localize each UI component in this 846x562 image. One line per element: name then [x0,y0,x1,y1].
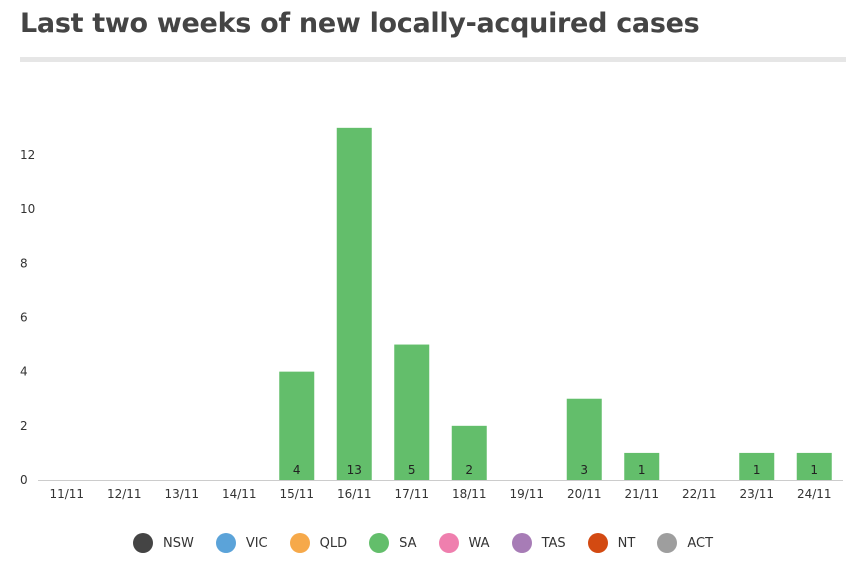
legend-label: TAS [541,535,566,551]
bar-data-label: 2 [465,463,473,477]
x-tick-label: 18/11 [452,487,487,501]
y-tick-label: 4 [20,365,28,379]
bar-data-label: 1 [753,463,761,477]
x-tick-label: 17/11 [394,487,429,501]
x-tick-label: 16/11 [337,487,372,501]
legend-item-act[interactable]: ACT [657,533,713,553]
x-tick-label: 15/11 [279,487,314,501]
x-tick-label: 14/11 [222,487,257,501]
x-tick-label: 12/11 [107,487,142,501]
legend-swatch [587,533,608,553]
x-tick-label: 22/11 [682,487,717,501]
title-divider [20,57,846,62]
legend: NSW VIC QLD SA WA TAS NT ACT [0,531,846,555]
y-tick-label: 12 [20,148,35,162]
x-tick-label: 13/11 [164,487,199,501]
legend-label: ACT [687,535,714,551]
bar-sa [279,371,315,480]
bars [279,127,832,481]
bar-sa [394,344,430,480]
legend-label: WA [468,535,490,551]
legend-item-qld[interactable]: QLD [289,533,348,553]
legend-label: NT [617,535,636,551]
legend-swatch [132,533,153,553]
x-axis: 11/11 12/11 13/11 14/11 15/11 16/11 17/11 18/11… [49,487,831,501]
legend-swatch [657,533,678,553]
legend-swatch [215,533,236,553]
x-tick-label: 19/11 [509,487,544,501]
bar-sa [566,398,602,480]
y-tick-label: 2 [20,419,28,433]
bar-sa [336,127,372,481]
bar-data-label: 1 [638,463,646,477]
y-tick-label: 6 [20,310,28,324]
bar-data-label: 4 [293,463,301,477]
legend-item-wa[interactable]: WA [438,533,490,553]
x-tick-label: 11/11 [49,487,84,501]
legend-label: NSW [162,535,194,551]
x-tick-label: 23/11 [739,487,774,501]
legend-swatch [438,533,459,553]
legend-label: VIC [245,535,268,551]
bar-sa [739,452,775,480]
chart-title: Last two weeks of new locally-acquired c… [20,8,700,39]
legend-item-nt[interactable]: NT [587,533,636,553]
legend-label: SA [399,535,417,551]
y-axis: 0 2 4 6 8 10 12 [20,148,35,487]
x-tick-label: 20/11 [567,487,602,501]
legend-item-tas[interactable]: TAS [511,533,566,553]
y-tick-label: 0 [20,473,28,487]
bar-sa [624,452,660,480]
x-tick-label: 21/11 [624,487,659,501]
legend-swatch [511,533,532,553]
bar-data-label: 3 [580,463,588,477]
legend-item-nsw[interactable]: NSW [132,533,194,553]
legend-item-vic[interactable]: VIC [215,533,268,553]
legend-swatch [369,533,390,553]
bar-sa [451,425,487,480]
bar-sa [796,452,832,480]
legend-swatch [289,533,310,553]
x-tick-label: 24/11 [797,487,832,501]
y-tick-label: 10 [20,202,35,216]
bar-data-label: 1 [810,463,818,477]
legend-item-sa[interactable]: SA [369,533,417,553]
bar-data-label: 5 [408,463,416,477]
y-tick-label: 8 [20,256,28,270]
legend-label: QLD [319,535,348,551]
data-labels: 4 13 5 2 3 1 1 1 [293,463,818,477]
bar-data-label: 13 [347,463,362,477]
